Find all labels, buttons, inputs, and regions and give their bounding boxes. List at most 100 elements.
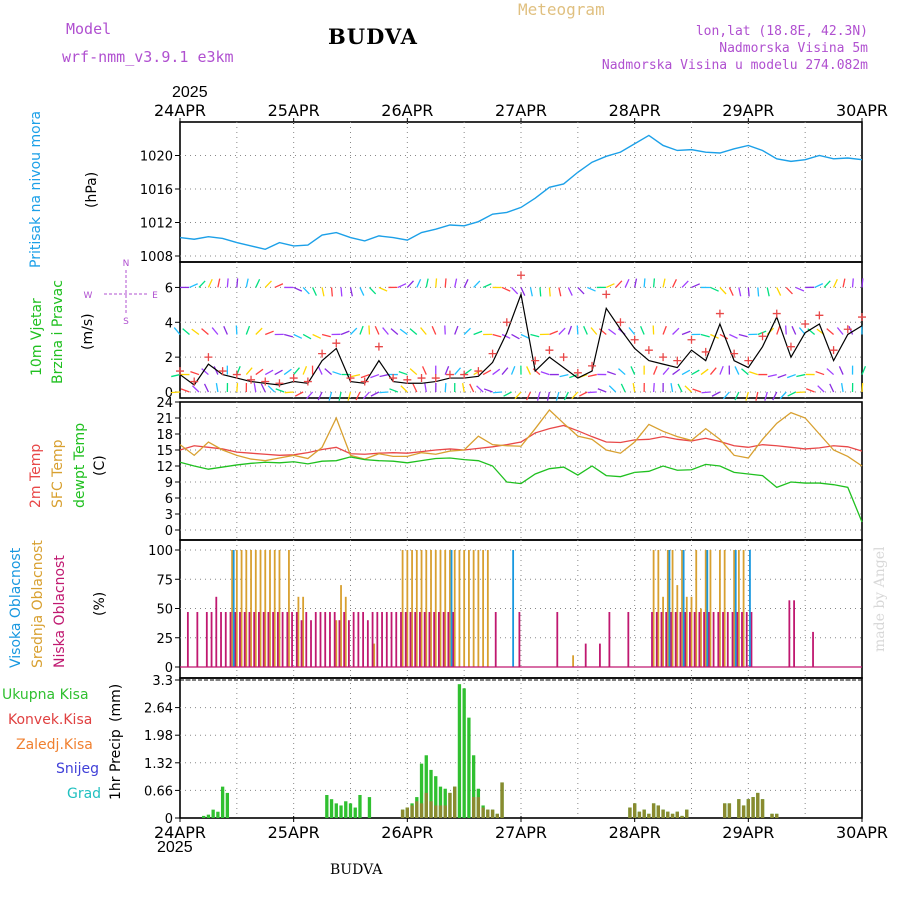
cloud-low-bar bbox=[295, 612, 298, 667]
precip-conv-bar bbox=[486, 809, 490, 818]
model-elevation-label: Nadmorska Visina u modelu 274.082m bbox=[601, 58, 868, 73]
wind-direction-arrow bbox=[587, 373, 597, 378]
compass-e: E bbox=[152, 291, 158, 301]
cloud-mid-bar bbox=[453, 550, 456, 667]
wind-direction-arrow bbox=[362, 391, 370, 400]
cloud-low-bar bbox=[243, 612, 246, 667]
wind-gust-marker bbox=[204, 353, 213, 362]
wind-direction-arrow bbox=[355, 391, 361, 401]
cloud-mid-bar bbox=[737, 550, 740, 667]
cloud-mid-bar bbox=[700, 608, 702, 667]
wind-direction-arrow bbox=[317, 366, 323, 375]
precip-conv-bar bbox=[746, 799, 750, 818]
wind-direction-arrow bbox=[463, 279, 469, 288]
precip-conv-bar bbox=[481, 807, 485, 818]
precip-conv-bar bbox=[670, 813, 675, 818]
cloud-mid-bar bbox=[468, 550, 470, 667]
wind-direction-arrow bbox=[652, 278, 656, 288]
precip-ytick-label: 1.32 bbox=[144, 757, 173, 772]
cloud-mid-bar bbox=[671, 550, 674, 667]
wind-direction-arrow bbox=[501, 333, 511, 339]
precip-conv-bar bbox=[651, 803, 656, 818]
wind-gust-marker bbox=[190, 377, 199, 386]
cloud-low-bar bbox=[556, 612, 559, 667]
cloud-mid-bar bbox=[695, 550, 698, 667]
cloud-mid-bar bbox=[240, 550, 243, 667]
wind-direction-arrow bbox=[701, 391, 711, 394]
cloud-low-bar bbox=[196, 612, 199, 667]
wind-direction-arrow bbox=[321, 333, 331, 338]
cloud-low-bar bbox=[722, 612, 724, 667]
cloud-high-bar bbox=[734, 550, 737, 667]
wind-direction-arrow bbox=[738, 333, 748, 338]
wind-direction-arrow bbox=[776, 287, 782, 296]
precip-total-bar bbox=[467, 717, 471, 818]
wind-gust-marker bbox=[247, 375, 256, 384]
cloud-mid-bar bbox=[681, 550, 683, 667]
wind-direction-arrow bbox=[267, 385, 276, 393]
wind-direction-arrow bbox=[795, 286, 805, 292]
precip-conv-bar bbox=[424, 792, 428, 818]
cloud-mid-bar bbox=[297, 596, 300, 667]
wind-direction-arrow bbox=[217, 278, 221, 288]
wind-gust-marker bbox=[573, 368, 582, 377]
wind-gust-marker bbox=[673, 356, 682, 365]
cloud-low-bar bbox=[291, 612, 293, 667]
cloud-mid-bar bbox=[415, 550, 418, 667]
wind-direction-arrow bbox=[776, 325, 781, 335]
wind-direction-arrow bbox=[826, 368, 835, 376]
legend-conv-rain: Konvek.Kisa bbox=[8, 712, 93, 728]
precip-conv-bar bbox=[628, 807, 632, 818]
wind-gust-marker bbox=[545, 346, 554, 355]
cloud-low-bar bbox=[390, 612, 393, 667]
wind-direction-arrow bbox=[284, 333, 294, 338]
temperature-ytick-label: 9 bbox=[165, 476, 173, 491]
wind-direction-arrow bbox=[370, 373, 380, 379]
cloud-mid-bar bbox=[719, 550, 721, 667]
precip-conv-bar bbox=[727, 803, 732, 818]
cloud-low-bar bbox=[452, 612, 454, 667]
wind-direction-arrow bbox=[463, 368, 472, 376]
wind-direction-arrow bbox=[302, 333, 312, 340]
cloud-high-bar bbox=[749, 550, 751, 667]
wind-gust-marker bbox=[403, 375, 412, 384]
wind-gust-marker bbox=[374, 342, 383, 351]
legend-grad: Grad bbox=[67, 786, 102, 802]
clouds-ytick-label: 0 bbox=[165, 661, 173, 676]
wind-direction-arrow bbox=[201, 328, 209, 335]
cloud-high-bar bbox=[232, 550, 235, 667]
wind-direction-arrow bbox=[473, 280, 481, 288]
cloud-mid-bar bbox=[250, 550, 252, 667]
wind-direction-arrow bbox=[628, 327, 636, 335]
wind-direction-arrow bbox=[226, 278, 229, 288]
cloud-mid-bar bbox=[425, 550, 428, 667]
wind-direction-arrow bbox=[577, 286, 585, 295]
wind-direction-arrow bbox=[454, 325, 459, 335]
wind-direction-arrow bbox=[421, 366, 427, 375]
cloud-low-bar bbox=[423, 612, 426, 667]
wind-direction-arrow bbox=[312, 333, 322, 339]
wind-gust-marker bbox=[715, 309, 724, 318]
cloud-low-bar bbox=[703, 612, 706, 667]
year-bottom: 2025 bbox=[157, 839, 193, 856]
precip-conv-bar bbox=[642, 809, 646, 818]
wind-direction-arrow bbox=[213, 366, 219, 375]
wind-gust-marker bbox=[218, 367, 227, 376]
cloud-mid-bar bbox=[690, 596, 693, 667]
legend-total-rain: Ukupna Kisa bbox=[2, 687, 89, 703]
cloud-low-bar bbox=[518, 612, 521, 667]
wind-gust-marker bbox=[701, 347, 710, 356]
precip-ytick-label: 2.64 bbox=[144, 702, 173, 717]
wind-direction-arrow bbox=[559, 373, 569, 378]
cloud-low-bar bbox=[419, 612, 421, 667]
cloud-low-bar bbox=[812, 631, 814, 667]
temp-2m-line bbox=[179, 424, 863, 456]
cloud-low-bar bbox=[433, 612, 436, 667]
precip-total-bar bbox=[329, 799, 334, 818]
precip-conv-bar bbox=[722, 803, 727, 818]
wind-direction-arrow bbox=[368, 325, 371, 335]
wind-direction-arrow bbox=[851, 278, 854, 288]
wind-direction-arrow bbox=[203, 383, 210, 393]
wind-direction-arrow bbox=[255, 368, 264, 376]
wind-direction-arrow bbox=[741, 368, 749, 376]
